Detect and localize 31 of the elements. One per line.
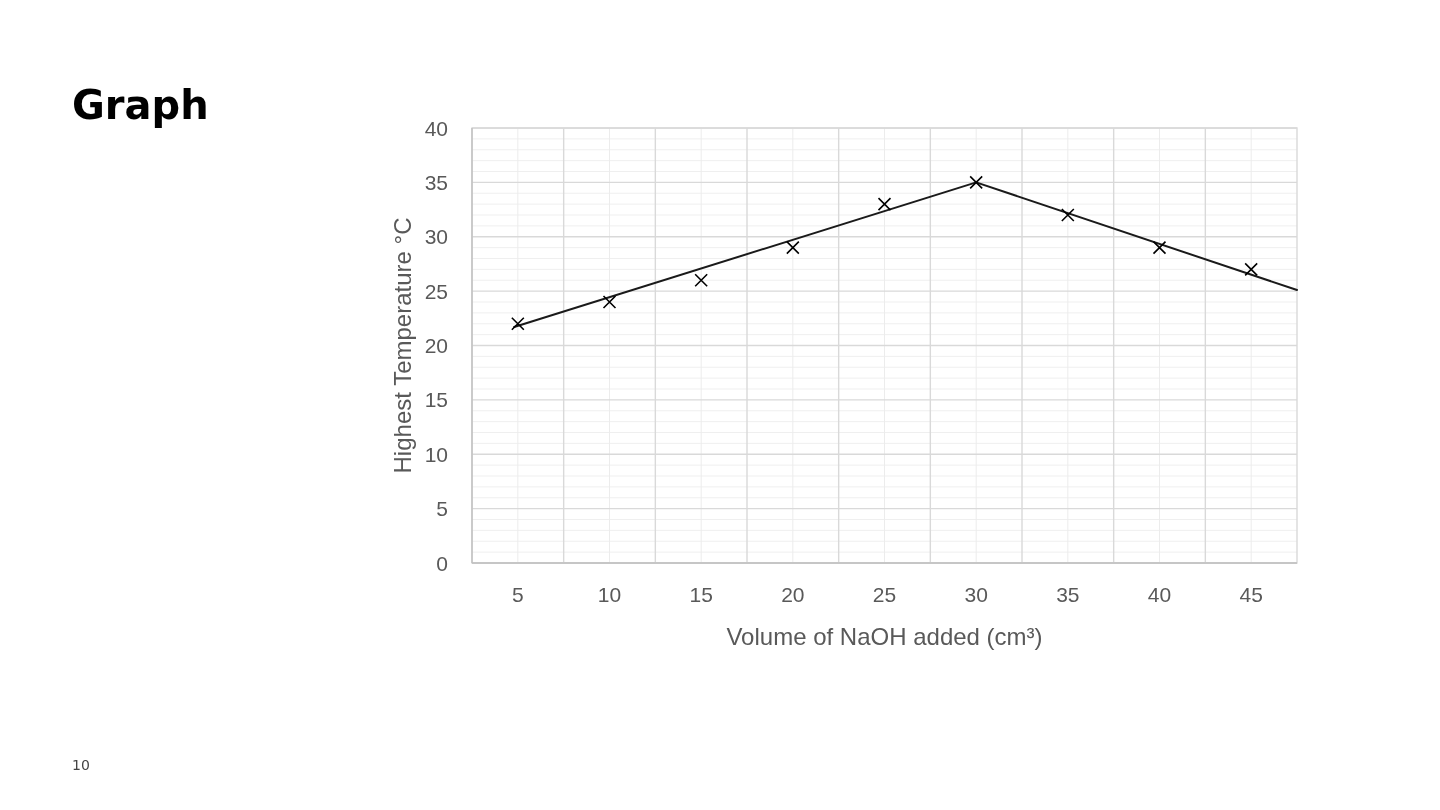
text: 10: [72, 757, 90, 773]
point: [1061, 208, 1075, 222]
point: [969, 175, 983, 190]
point: [511, 316, 525, 331]
x-tick-label: 40: [1147, 583, 1172, 606]
point: [786, 240, 800, 255]
point: [602, 295, 617, 309]
x-tick-label: 30: [964, 583, 988, 606]
x-tick-label: 20: [781, 583, 805, 606]
x-tick-label: 15: [689, 583, 713, 606]
x-tick-label: 5: [511, 583, 524, 606]
text: Graph: [72, 82, 209, 128]
y-tick-label: 0: [436, 551, 448, 575]
y-axis-title: Highest Temperature °C: [389, 217, 416, 474]
x-tick-label: 35: [1056, 583, 1080, 606]
y-tick-label: 40: [424, 116, 448, 140]
point: [1244, 262, 1258, 277]
y-tick-label: 10: [424, 442, 448, 466]
y-tick-label: 35: [424, 170, 448, 194]
y-tick-label: 25: [424, 279, 448, 303]
x-axis-title: Volume of NaOH added (cm³): [726, 623, 1043, 650]
x-tick-label: 25: [872, 583, 897, 606]
y-tick-label: 30: [424, 225, 448, 249]
point: [1152, 240, 1167, 255]
point: [877, 197, 892, 211]
y-tick-label: 20: [424, 334, 448, 357]
y-tick-label: 5: [436, 497, 448, 521]
x-tick-label: 10: [597, 583, 622, 606]
x-tick-label: 45: [1239, 583, 1263, 606]
point: [694, 273, 708, 288]
y-tick-label: 15: [424, 388, 448, 412]
